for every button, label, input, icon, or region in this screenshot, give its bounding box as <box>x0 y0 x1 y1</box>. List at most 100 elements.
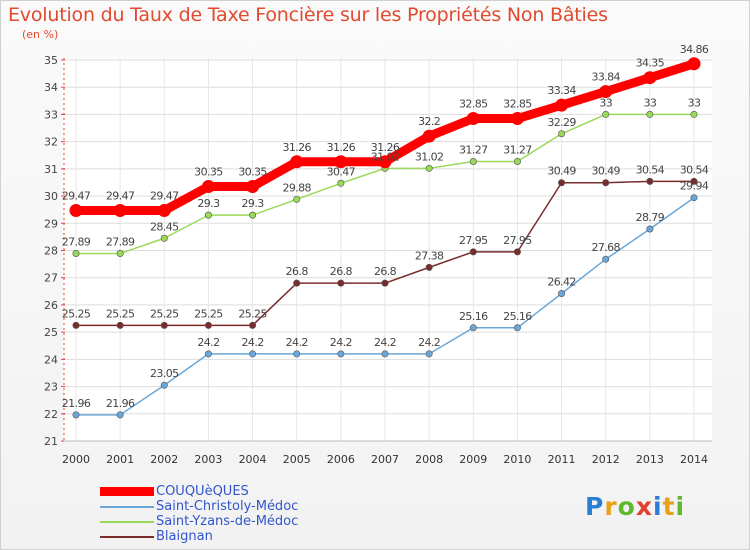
data-label-saint-christoly-m-doc: 24.2 <box>242 336 264 349</box>
data-point-couqu-ques <box>246 180 260 194</box>
data-label-saint-yzans-de-m-doc: 27.89 <box>62 235 91 248</box>
legend-swatch <box>100 521 154 523</box>
x-tick-label: 2007 <box>371 453 399 466</box>
x-tick-label: 2009 <box>459 453 487 466</box>
legend-swatch <box>100 536 154 538</box>
data-point-blaignan <box>558 179 566 187</box>
data-label-saint-christoly-m-doc: 21.96 <box>62 397 91 410</box>
x-tick-label: 2002 <box>150 453 178 466</box>
logo-letter: r <box>604 492 618 521</box>
data-point-saint-yzans-de-m-doc <box>690 110 698 118</box>
data-point-saint-yzans-de-m-doc <box>204 211 212 219</box>
data-label-saint-yzans-de-m-doc: 31.27 <box>459 144 488 157</box>
data-point-couqu-ques <box>378 155 392 169</box>
data-label-couqu-ques: 29.47 <box>150 189 179 202</box>
data-label-saint-christoly-m-doc: 24.2 <box>197 336 219 349</box>
data-label-saint-yzans-de-m-doc: 31.27 <box>503 144 532 157</box>
data-point-saint-christoly-m-doc <box>249 350 257 358</box>
data-point-saint-yzans-de-m-doc <box>425 164 433 172</box>
data-label-saint-yzans-de-m-doc: 30.47 <box>327 165 356 178</box>
data-point-saint-yzans-de-m-doc <box>249 211 257 219</box>
y-tick-label: 23 <box>44 381 58 394</box>
data-point-blaignan <box>116 321 124 329</box>
x-tick-label: 2005 <box>283 453 311 466</box>
logo-letter: i <box>653 492 663 521</box>
y-tick-label: 34 <box>44 81 58 94</box>
data-point-blaignan <box>249 321 257 329</box>
data-label-saint-yzans-de-m-doc: 31.02 <box>415 150 444 163</box>
data-label-saint-christoly-m-doc: 27.68 <box>591 241 620 254</box>
y-tick-label: 35 <box>44 54 58 67</box>
x-tick-label: 2006 <box>327 453 355 466</box>
data-point-saint-yzans-de-m-doc <box>337 179 345 187</box>
data-point-saint-christoly-m-doc <box>646 225 654 233</box>
legend-label: Saint-Christoly-Médoc <box>156 499 299 514</box>
data-point-blaignan <box>381 279 389 287</box>
x-tick-label: 2013 <box>636 453 664 466</box>
data-label-blaignan: 25.25 <box>106 307 135 320</box>
data-label-blaignan: 27.95 <box>503 234 532 247</box>
data-label-blaignan: 30.49 <box>591 165 620 178</box>
data-label-couqu-ques: 31.26 <box>327 141 356 154</box>
data-label-saint-yzans-de-m-doc: 33 <box>688 96 701 109</box>
data-point-couqu-ques <box>687 57 701 71</box>
data-point-couqu-ques <box>555 98 569 112</box>
data-point-couqu-ques <box>113 203 127 217</box>
data-point-saint-yzans-de-m-doc <box>72 249 80 257</box>
data-label-blaignan: 26.8 <box>286 265 309 278</box>
data-point-saint-christoly-m-doc <box>160 381 168 389</box>
data-point-saint-christoly-m-doc <box>469 324 477 332</box>
data-label-blaignan: 27.95 <box>459 234 488 247</box>
data-label-saint-yzans-de-m-doc: 27.89 <box>106 235 135 248</box>
data-point-couqu-ques <box>290 155 304 169</box>
data-point-saint-christoly-m-doc <box>293 350 301 358</box>
data-label-saint-yzans-de-m-doc: 33 <box>599 96 612 109</box>
data-label-saint-christoly-m-doc: 26.42 <box>547 275 576 288</box>
data-point-saint-yzans-de-m-doc <box>513 158 521 166</box>
data-label-blaignan: 30.49 <box>547 165 576 178</box>
x-tick-label: 2012 <box>592 453 620 466</box>
logo-letter: P <box>585 492 605 521</box>
data-point-saint-christoly-m-doc <box>602 255 610 263</box>
x-tick-label: 2003 <box>194 453 222 466</box>
y-tick-label: 30 <box>44 190 58 203</box>
data-point-saint-yzans-de-m-doc <box>558 130 566 138</box>
data-point-saint-christoly-m-doc <box>513 324 521 332</box>
data-label-couqu-ques: 30.35 <box>194 166 223 179</box>
logo-letter: x <box>635 492 653 521</box>
data-point-couqu-ques <box>599 85 613 99</box>
y-tick-label: 29 <box>44 217 58 230</box>
data-label-couqu-ques: 32.85 <box>503 98 532 111</box>
data-label-couqu-ques: 29.47 <box>106 189 135 202</box>
data-point-couqu-ques <box>422 129 436 143</box>
data-point-couqu-ques <box>466 112 480 126</box>
data-label-couqu-ques: 32.85 <box>459 98 488 111</box>
data-point-saint-yzans-de-m-doc <box>160 234 168 242</box>
legend-swatch <box>100 487 154 496</box>
chart-title: Evolution du Taux de Taxe Foncière sur l… <box>8 4 608 26</box>
data-point-saint-yzans-de-m-doc <box>469 158 477 166</box>
data-label-saint-yzans-de-m-doc: 29.3 <box>242 197 265 210</box>
logo-letter: o <box>617 492 636 521</box>
data-point-saint-christoly-m-doc <box>690 194 698 202</box>
data-point-couqu-ques <box>201 180 215 194</box>
data-point-blaignan <box>425 263 433 271</box>
data-point-blaignan <box>513 248 521 256</box>
data-label-saint-yzans-de-m-doc: 29.3 <box>197 197 220 210</box>
data-point-saint-christoly-m-doc <box>558 289 566 297</box>
data-label-saint-yzans-de-m-doc: 31.02 <box>371 150 400 163</box>
data-label-couqu-ques: 33.34 <box>547 84 576 97</box>
data-label-saint-christoly-m-doc: 25.16 <box>503 310 532 323</box>
data-point-blaignan <box>293 279 301 287</box>
legend-swatch <box>100 506 154 508</box>
data-label-blaignan: 25.25 <box>62 307 91 320</box>
data-label-couqu-ques: 30.35 <box>238 166 267 179</box>
data-point-blaignan <box>646 177 654 185</box>
data-label-saint-christoly-m-doc: 23.05 <box>150 367 179 380</box>
data-point-couqu-ques <box>157 203 171 217</box>
data-point-blaignan <box>690 177 698 185</box>
proxiti-logo: Proxiti <box>585 492 685 521</box>
data-point-saint-yzans-de-m-doc <box>602 110 610 118</box>
data-point-couqu-ques <box>643 71 657 85</box>
